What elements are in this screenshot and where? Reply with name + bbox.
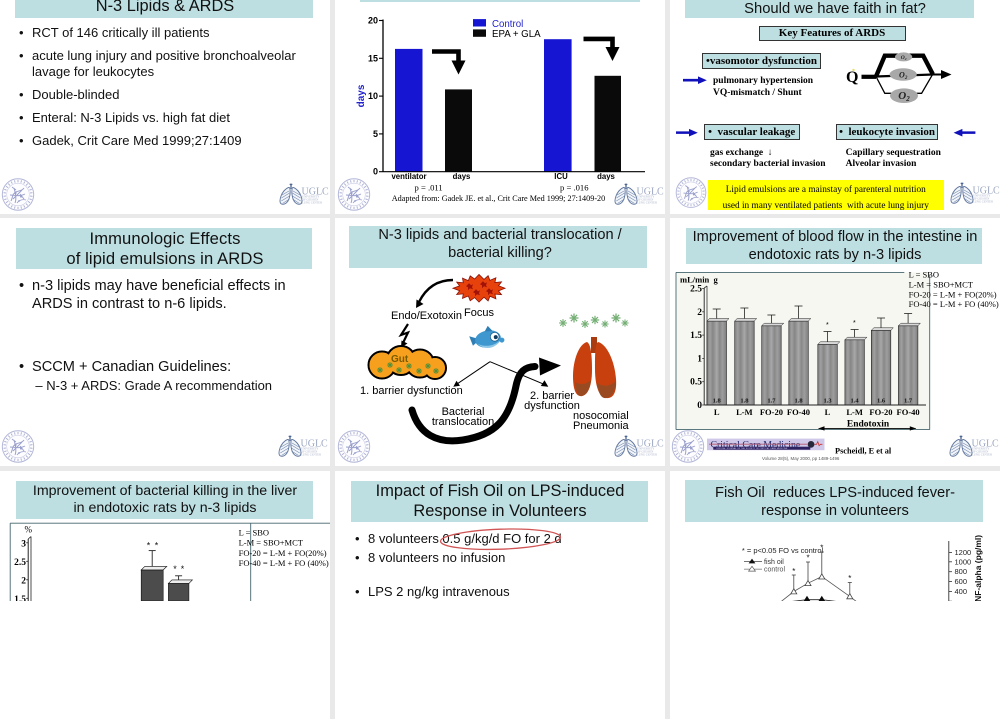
svg-text:Critical Care Medicine: Critical Care Medicine	[711, 439, 801, 450]
svg-text:1.3: 1.3	[823, 398, 832, 405]
svg-text:*: *	[173, 563, 177, 573]
svg-text:400: 400	[955, 586, 968, 595]
svg-text:2: 2	[21, 576, 26, 586]
svg-text:*: *	[792, 567, 795, 576]
svg-text:TNF-alpha (pg/ml): TNF-alpha (pg/ml)	[973, 534, 983, 600]
svg-text:*: *	[853, 320, 856, 327]
svg-text:1.8: 1.8	[794, 398, 803, 405]
svg-text:L-M: L-M	[846, 407, 863, 417]
svg-text:Endotoxin: Endotoxin	[847, 420, 890, 430]
svg-text:1.8: 1.8	[713, 398, 722, 405]
svg-text:* = p<0.05 FO vs control: * = p<0.05 FO vs control	[742, 546, 824, 555]
svg-text:Control: Control	[492, 18, 523, 29]
svg-text:L = SBO: L = SBO	[909, 270, 939, 280]
svg-text:O2: O2	[901, 55, 907, 61]
svg-text:1000: 1000	[955, 557, 972, 566]
svg-text:1.7: 1.7	[767, 398, 776, 405]
svg-text:600: 600	[955, 577, 968, 586]
svg-text:L-M: L-M	[736, 407, 753, 417]
svg-text:L-M = SBO+MCT: L-M = SBO+MCT	[239, 537, 304, 547]
svg-text:Pscheidl, E et al: Pscheidl, E et al	[835, 446, 892, 455]
svg-text:*: *	[806, 553, 809, 562]
svg-text:1.8: 1.8	[740, 398, 749, 405]
svg-text:*: *	[826, 322, 829, 329]
svg-text:EPA + GLA: EPA + GLA	[492, 29, 541, 40]
svg-text:*: *	[147, 540, 151, 550]
svg-text:FO-20 = L-M + FO(20%): FO-20 = L-M + FO(20%)	[239, 547, 327, 557]
svg-text:0.5: 0.5	[690, 378, 702, 388]
svg-text:1.4: 1.4	[851, 398, 860, 405]
svg-text:*: *	[848, 574, 851, 583]
svg-text:1.5: 1.5	[14, 594, 26, 600]
svg-text:days: days	[453, 172, 471, 181]
svg-text:*: *	[155, 540, 159, 550]
svg-text:days: days	[356, 84, 367, 107]
svg-text:OFFICIAL JOURNAL OF THE SOCIET: OFFICIAL JOURNAL OF THE SOCIETY OF CRITI…	[716, 447, 788, 450]
svg-text:1.5: 1.5	[690, 331, 702, 341]
svg-text:3: 3	[21, 539, 26, 549]
svg-text:1: 1	[697, 354, 702, 364]
svg-text:p = .011: p = .011	[415, 182, 443, 192]
svg-text:1.6: 1.6	[877, 398, 886, 405]
svg-text:ventilator: ventilator	[391, 172, 426, 181]
svg-text:control: control	[764, 566, 785, 573]
svg-text:L: L	[714, 407, 720, 417]
svg-text:0: 0	[697, 401, 702, 411]
svg-text:15: 15	[368, 53, 378, 63]
svg-text:O2: O2	[899, 70, 908, 81]
svg-text:Adapted from: Gadek JE. et al.: Adapted from: Gadek JE. et al., Crit Car…	[392, 194, 606, 203]
svg-text:2: 2	[697, 308, 702, 318]
svg-text:FO-40 = L-M + FO (40%): FO-40 = L-M + FO (40%)	[239, 558, 329, 568]
svg-text:20: 20	[368, 15, 378, 25]
svg-text:2.5: 2.5	[690, 285, 702, 295]
svg-text:FO-40: FO-40	[897, 407, 920, 417]
svg-text:*: *	[820, 543, 823, 552]
svg-text:ICU: ICU	[554, 172, 568, 181]
svg-text:FO-40 = L-M + FO (40%): FO-40 = L-M + FO (40%)	[909, 299, 999, 309]
svg-text:FO-20 = L-M + FO(20%): FO-20 = L-M + FO(20%)	[909, 289, 997, 299]
svg-text:1200: 1200	[955, 548, 972, 557]
svg-text:%: %	[25, 524, 33, 534]
svg-text:FO-40: FO-40	[787, 407, 810, 417]
svg-text:Volume 28(5), May 2000, pp 148: Volume 28(5), May 2000, pp 1489-1496	[762, 456, 840, 461]
svg-text:FO-20: FO-20	[760, 407, 783, 417]
svg-text:*: *	[181, 563, 185, 573]
svg-text:days: days	[597, 172, 615, 181]
svg-text:10: 10	[368, 91, 378, 101]
svg-text:800: 800	[955, 567, 968, 576]
svg-text:FO-20: FO-20	[869, 407, 892, 417]
svg-text:2.5: 2.5	[14, 557, 26, 567]
svg-text:0: 0	[373, 166, 378, 176]
svg-text:L-M = SBO+MCT: L-M = SBO+MCT	[909, 279, 974, 289]
svg-text:1.7: 1.7	[904, 398, 913, 405]
svg-text:fish oil: fish oil	[764, 559, 784, 566]
svg-text:mL/min g: mL/min g	[680, 275, 719, 285]
svg-text:L = SBO: L = SBO	[239, 527, 269, 537]
svg-text:O2: O2	[898, 90, 910, 103]
svg-text:5: 5	[373, 128, 378, 138]
svg-text:L: L	[825, 407, 831, 417]
svg-text:p = .016: p = .016	[560, 182, 589, 192]
